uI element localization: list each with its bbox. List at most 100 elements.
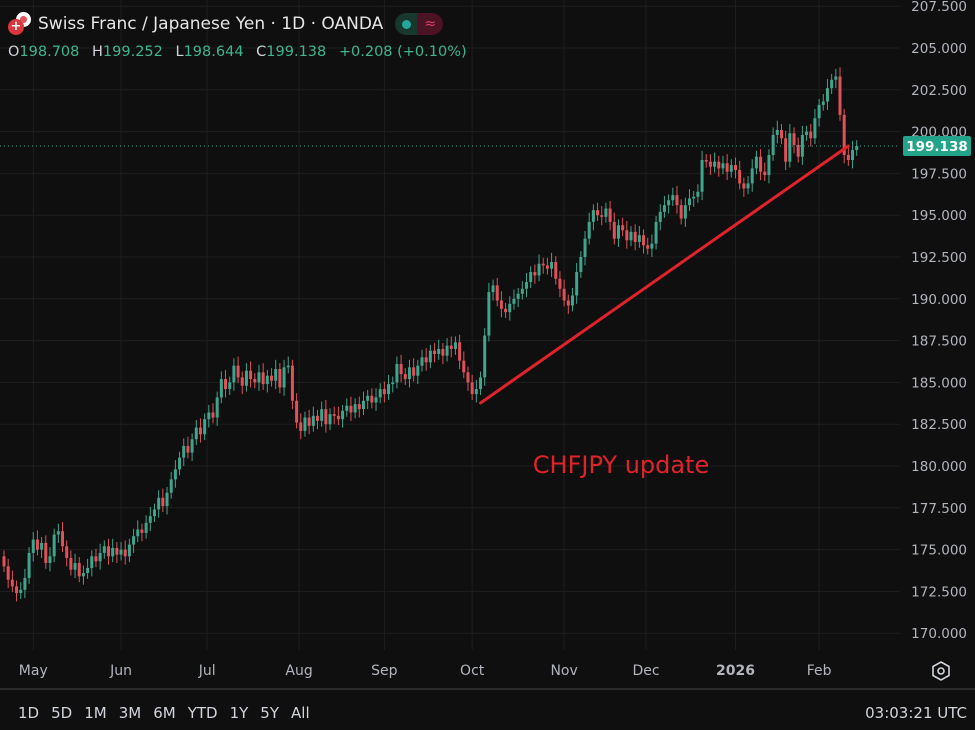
range-5d[interactable]: 5D bbox=[51, 704, 73, 722]
candle-body bbox=[278, 369, 282, 388]
candle-body bbox=[441, 348, 445, 356]
candle-body bbox=[224, 379, 228, 390]
candle-body bbox=[591, 210, 595, 222]
range-5y[interactable]: 5Y bbox=[260, 704, 280, 722]
trendline bbox=[479, 144, 850, 405]
candle-body bbox=[729, 165, 733, 172]
y-tick-label: 175.000 bbox=[911, 543, 967, 559]
candle-body bbox=[616, 225, 620, 239]
candle-body bbox=[504, 308, 508, 313]
candle-body bbox=[763, 171, 767, 176]
candle-body bbox=[219, 379, 223, 398]
settings-gear-icon[interactable] bbox=[930, 660, 952, 682]
y-tick-label: 182.500 bbox=[911, 417, 967, 433]
candle-body bbox=[466, 372, 470, 383]
candle-body bbox=[257, 372, 261, 383]
candle-body bbox=[48, 556, 52, 563]
candle-body bbox=[700, 160, 704, 192]
candle-body bbox=[420, 357, 424, 366]
last-price-badge bbox=[903, 136, 971, 157]
candle-body bbox=[433, 350, 437, 354]
market-status[interactable]: ≈ bbox=[395, 13, 444, 35]
candle-body bbox=[127, 544, 131, 557]
candle-body bbox=[604, 208, 608, 217]
candle-body bbox=[77, 562, 81, 577]
low-label: L bbox=[175, 44, 184, 60]
range-1y[interactable]: 1Y bbox=[229, 704, 249, 722]
candle-body bbox=[750, 168, 754, 184]
range-1d[interactable]: 1D bbox=[18, 704, 40, 722]
candle-body bbox=[391, 382, 395, 385]
price-chart[interactable]: 207.500205.000202.500200.000197.500195.0… bbox=[0, 0, 975, 688]
candle-body bbox=[157, 497, 161, 510]
candle-body bbox=[462, 360, 466, 373]
candle-body bbox=[842, 114, 846, 156]
candle-body bbox=[767, 155, 771, 176]
candle-body bbox=[144, 522, 148, 533]
clock[interactable]: 03:03:21 UTC bbox=[865, 704, 967, 722]
candle-body bbox=[19, 589, 23, 594]
candle-body bbox=[290, 365, 294, 401]
candle-body bbox=[817, 104, 821, 119]
candle-body bbox=[370, 395, 374, 403]
candle-body bbox=[520, 288, 524, 294]
high-label: H bbox=[92, 44, 103, 60]
candle-body bbox=[708, 161, 712, 167]
x-tick-label: May bbox=[19, 663, 48, 679]
candle-body bbox=[307, 417, 311, 426]
candle-body bbox=[621, 225, 625, 231]
candle-body bbox=[453, 342, 457, 349]
candle-body bbox=[282, 367, 286, 388]
candle-body bbox=[178, 457, 182, 470]
candle-body bbox=[211, 412, 215, 418]
candle-body bbox=[658, 211, 662, 222]
candle-body bbox=[182, 445, 186, 458]
range-all[interactable]: All bbox=[291, 704, 310, 722]
range-6m[interactable]: 6M bbox=[153, 704, 176, 722]
candle-body bbox=[600, 215, 604, 217]
close-label: C bbox=[256, 44, 267, 60]
candle-body bbox=[495, 285, 499, 301]
candle-body bbox=[412, 367, 416, 376]
symbol-title[interactable]: Swiss Franc / Japanese Yen · 1D · OANDA bbox=[38, 14, 384, 34]
candle-body bbox=[834, 76, 838, 80]
candle-body bbox=[830, 79, 834, 89]
candle-body bbox=[537, 263, 541, 276]
candle-body bbox=[525, 282, 528, 289]
y-tick-label: 195.000 bbox=[911, 208, 967, 224]
x-tick-label: Feb bbox=[807, 663, 832, 679]
open-value: 198.708 bbox=[19, 44, 80, 60]
candle-body bbox=[541, 263, 545, 266]
candle-body bbox=[286, 365, 290, 368]
ohlc-legend: O198.708 H199.252 L198.644 C199.138 +0.2… bbox=[8, 44, 475, 60]
candle-body bbox=[499, 300, 503, 309]
chart-annotation[interactable]: CHFJPY update bbox=[532, 450, 710, 479]
candle-body bbox=[361, 400, 365, 410]
candle-body bbox=[31, 539, 35, 553]
candle-body bbox=[437, 348, 441, 354]
candle-body bbox=[713, 161, 717, 167]
candle-body bbox=[566, 300, 570, 306]
candle-body bbox=[328, 414, 332, 425]
range-ytd[interactable]: YTD bbox=[187, 704, 218, 722]
candle-body bbox=[186, 445, 190, 453]
range-selector: 1D 5D 1M 3M 6M YTD 1Y 5Y All bbox=[18, 704, 310, 722]
candle-body bbox=[487, 292, 491, 336]
candle-body bbox=[683, 205, 687, 219]
range-3m[interactable]: 3M bbox=[118, 704, 142, 722]
candle-body bbox=[508, 303, 512, 313]
candle-body bbox=[169, 479, 173, 493]
candle-body bbox=[403, 374, 407, 380]
range-1m[interactable]: 1M bbox=[84, 704, 107, 722]
candle-body bbox=[784, 138, 788, 162]
candle-body bbox=[190, 439, 194, 453]
candle-body bbox=[102, 546, 106, 553]
symbol-header[interactable]: + Swiss Franc / Japanese Yen · 1D · OAND… bbox=[8, 12, 444, 36]
wave-icon: ≈ bbox=[417, 13, 444, 35]
candle-body bbox=[692, 196, 696, 199]
candle-body bbox=[387, 384, 391, 395]
candle-body bbox=[650, 243, 654, 249]
candle-body bbox=[775, 129, 779, 135]
y-tick-label: 185.000 bbox=[911, 375, 967, 391]
candle-body bbox=[345, 405, 349, 411]
